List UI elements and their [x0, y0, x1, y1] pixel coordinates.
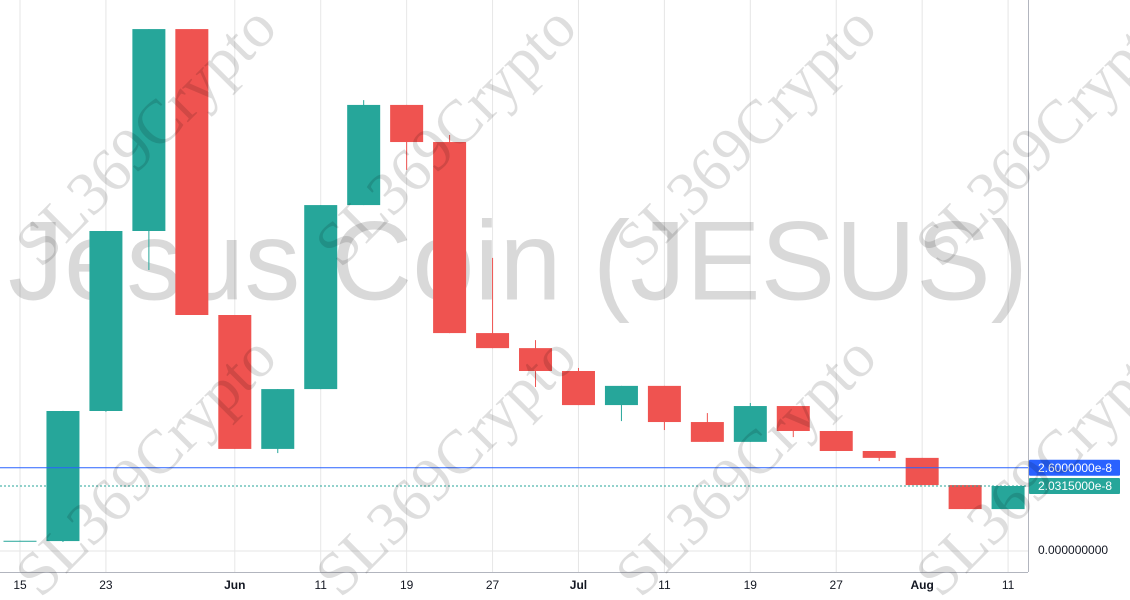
x-tick-label: Jun [224, 578, 245, 592]
candle-body [476, 333, 510, 349]
x-tick-label: Aug [910, 578, 933, 592]
candle-body [690, 422, 724, 442]
candle-body [733, 406, 767, 442]
price-label-box [1029, 477, 1120, 494]
candle-body [390, 104, 424, 143]
candle-body [862, 451, 896, 458]
watermark: SL369Crypto [603, 323, 890, 600]
price-label: 2.0315000e-8 [1038, 479, 1112, 493]
candle-body [647, 385, 681, 423]
candle-body [519, 348, 553, 371]
x-tick-label: 27 [830, 578, 844, 592]
candle-body [218, 315, 252, 449]
x-tick-label: 23 [99, 578, 113, 592]
candle-body [304, 205, 338, 390]
x-tick-label: 11 [658, 578, 671, 592]
watermark: SL369Crypto [303, 323, 590, 600]
candle-body [347, 104, 381, 206]
x-tick-label: 19 [744, 578, 758, 592]
watermark: SL369Crypto [3, 323, 290, 600]
candle-body [261, 389, 295, 449]
candle-body [175, 29, 209, 316]
candle-body [561, 371, 595, 406]
x-tick-label: 11 [1002, 578, 1015, 592]
x-tick-label: 11 [314, 578, 327, 592]
y-tick-label: 0.000000000 [1038, 543, 1108, 557]
candle-body [948, 485, 982, 510]
candle-body [132, 29, 166, 231]
x-tick-label: 27 [486, 578, 500, 592]
candle-body [991, 485, 1025, 510]
candle-body [776, 406, 810, 431]
price-label-box [1029, 459, 1120, 476]
candle-body [905, 457, 939, 486]
x-tick-label: 19 [400, 578, 414, 592]
candle-body [89, 231, 123, 411]
candle-body [819, 431, 853, 451]
candle-body [3, 540, 37, 542]
candle-body [46, 411, 80, 542]
price-label: 2.6000000e-8 [1038, 461, 1112, 475]
candle-body [433, 142, 467, 334]
candle-body [604, 385, 638, 406]
x-tick-label: 15 [13, 578, 27, 592]
x-tick-label: Jul [570, 578, 587, 592]
